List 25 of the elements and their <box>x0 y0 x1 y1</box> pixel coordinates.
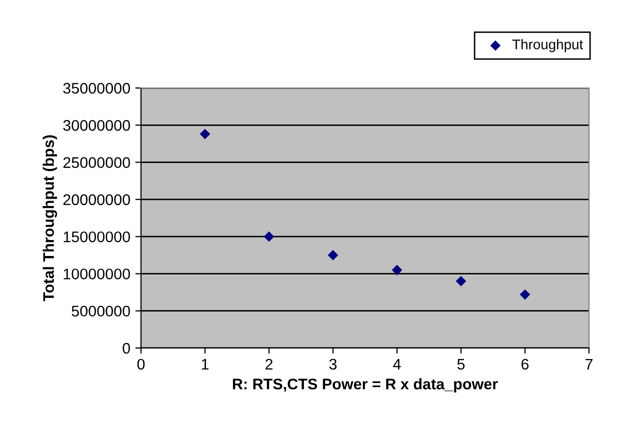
y-tick-label: 0 <box>122 342 130 354</box>
x-tick-label: 6 <box>522 358 529 370</box>
point <box>328 250 338 260</box>
y-tick-label: 20000000 <box>63 194 130 206</box>
legend-label: Throughput <box>512 39 584 52</box>
y-tick-label: 5000000 <box>72 306 130 317</box>
point <box>456 276 466 286</box>
x-tick-label: 7 <box>586 358 592 370</box>
y-tick-label: 15000000 <box>64 231 130 242</box>
x-axis-title: R: RTS,CTS Power = R x data_power <box>232 378 498 392</box>
x-tick-label: 2 <box>266 358 272 370</box>
y-tick-label: 30000000 <box>63 120 130 131</box>
x-tick-label: 0 <box>137 358 145 370</box>
point <box>392 264 402 276</box>
point <box>264 231 274 242</box>
x-tick-label: 3 <box>329 358 337 370</box>
x-tick-label: 1 <box>202 358 209 370</box>
point <box>200 128 210 140</box>
y-tick-label: 10000000 <box>64 268 130 280</box>
x-tick-label: 5 <box>457 358 465 370</box>
y-axis-title: Total Throughput (bps) <box>42 135 58 302</box>
y-tick-label: 25000000 <box>63 157 130 168</box>
point <box>520 289 530 300</box>
y-tick-label: 35000000 <box>63 82 130 94</box>
x-tick-label: 4 <box>393 358 401 370</box>
